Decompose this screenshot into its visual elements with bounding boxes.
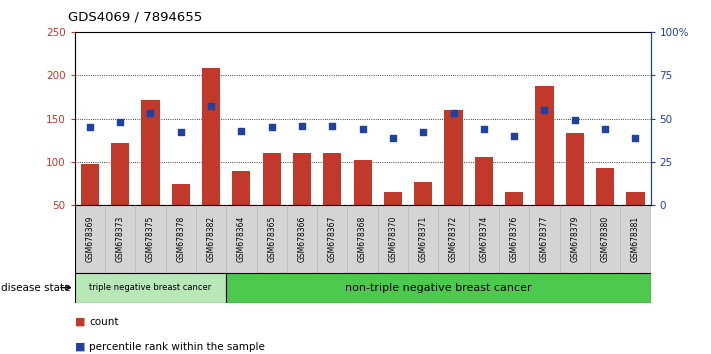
Bar	[202, 68, 220, 205]
Bar	[384, 192, 402, 205]
Bar	[81, 164, 99, 205]
Point	[417, 130, 429, 135]
Text: GDS4069 / 7894655: GDS4069 / 7894655	[68, 11, 202, 24]
Bar	[226, 273, 651, 303]
Text: GSM678380: GSM678380	[601, 216, 609, 262]
Text: ■: ■	[75, 317, 85, 327]
Bar	[141, 99, 159, 205]
Point	[387, 135, 399, 141]
Point	[266, 124, 277, 130]
Text: percentile rank within the sample: percentile rank within the sample	[89, 342, 264, 352]
Text: GSM678372: GSM678372	[449, 216, 458, 262]
Bar	[414, 182, 432, 205]
Text: GSM678369: GSM678369	[85, 216, 95, 262]
Point	[448, 110, 459, 116]
Text: GSM678373: GSM678373	[116, 216, 124, 262]
Text: non-triple negative breast cancer: non-triple negative breast cancer	[345, 282, 532, 293]
Text: GSM678368: GSM678368	[358, 216, 367, 262]
Point	[479, 126, 490, 132]
Bar	[444, 110, 463, 205]
Bar	[232, 171, 250, 205]
Text: ■: ■	[75, 342, 85, 352]
Text: GSM678381: GSM678381	[631, 216, 640, 262]
Text: triple negative breast cancer: triple negative breast cancer	[90, 283, 212, 292]
Text: GSM678375: GSM678375	[146, 216, 155, 262]
Point	[630, 135, 641, 141]
Point	[508, 133, 520, 139]
Bar	[535, 86, 554, 205]
Point	[205, 104, 217, 109]
Point	[175, 130, 186, 135]
Point	[84, 124, 95, 130]
Text: GSM678370: GSM678370	[388, 216, 397, 262]
Point	[145, 110, 156, 116]
Point	[539, 107, 550, 113]
Text: GSM678377: GSM678377	[540, 216, 549, 262]
Point	[357, 126, 368, 132]
Text: GSM678374: GSM678374	[479, 216, 488, 262]
Point	[599, 126, 611, 132]
Bar	[111, 143, 129, 205]
Bar	[293, 153, 311, 205]
Point	[296, 123, 308, 129]
Text: GSM678379: GSM678379	[570, 216, 579, 262]
Text: GSM678376: GSM678376	[510, 216, 518, 262]
Text: disease state: disease state	[1, 282, 71, 293]
Point	[326, 123, 338, 129]
Text: GSM678382: GSM678382	[207, 216, 215, 262]
Bar	[262, 153, 281, 205]
Point	[235, 128, 247, 133]
Text: GSM678367: GSM678367	[328, 216, 337, 262]
Text: GSM678364: GSM678364	[237, 216, 246, 262]
Text: GSM678366: GSM678366	[297, 216, 306, 262]
Bar	[596, 168, 614, 205]
Bar	[626, 192, 644, 205]
Text: count: count	[89, 317, 118, 327]
Text: GSM678365: GSM678365	[267, 216, 276, 262]
Bar	[75, 273, 226, 303]
Bar	[353, 160, 372, 205]
Bar	[475, 157, 493, 205]
Bar	[505, 192, 523, 205]
Bar	[566, 133, 584, 205]
Point	[569, 118, 580, 123]
Point	[114, 119, 126, 125]
Text: GSM678378: GSM678378	[176, 216, 186, 262]
Text: GSM678371: GSM678371	[419, 216, 428, 262]
Bar	[324, 153, 341, 205]
Bar	[171, 184, 190, 205]
